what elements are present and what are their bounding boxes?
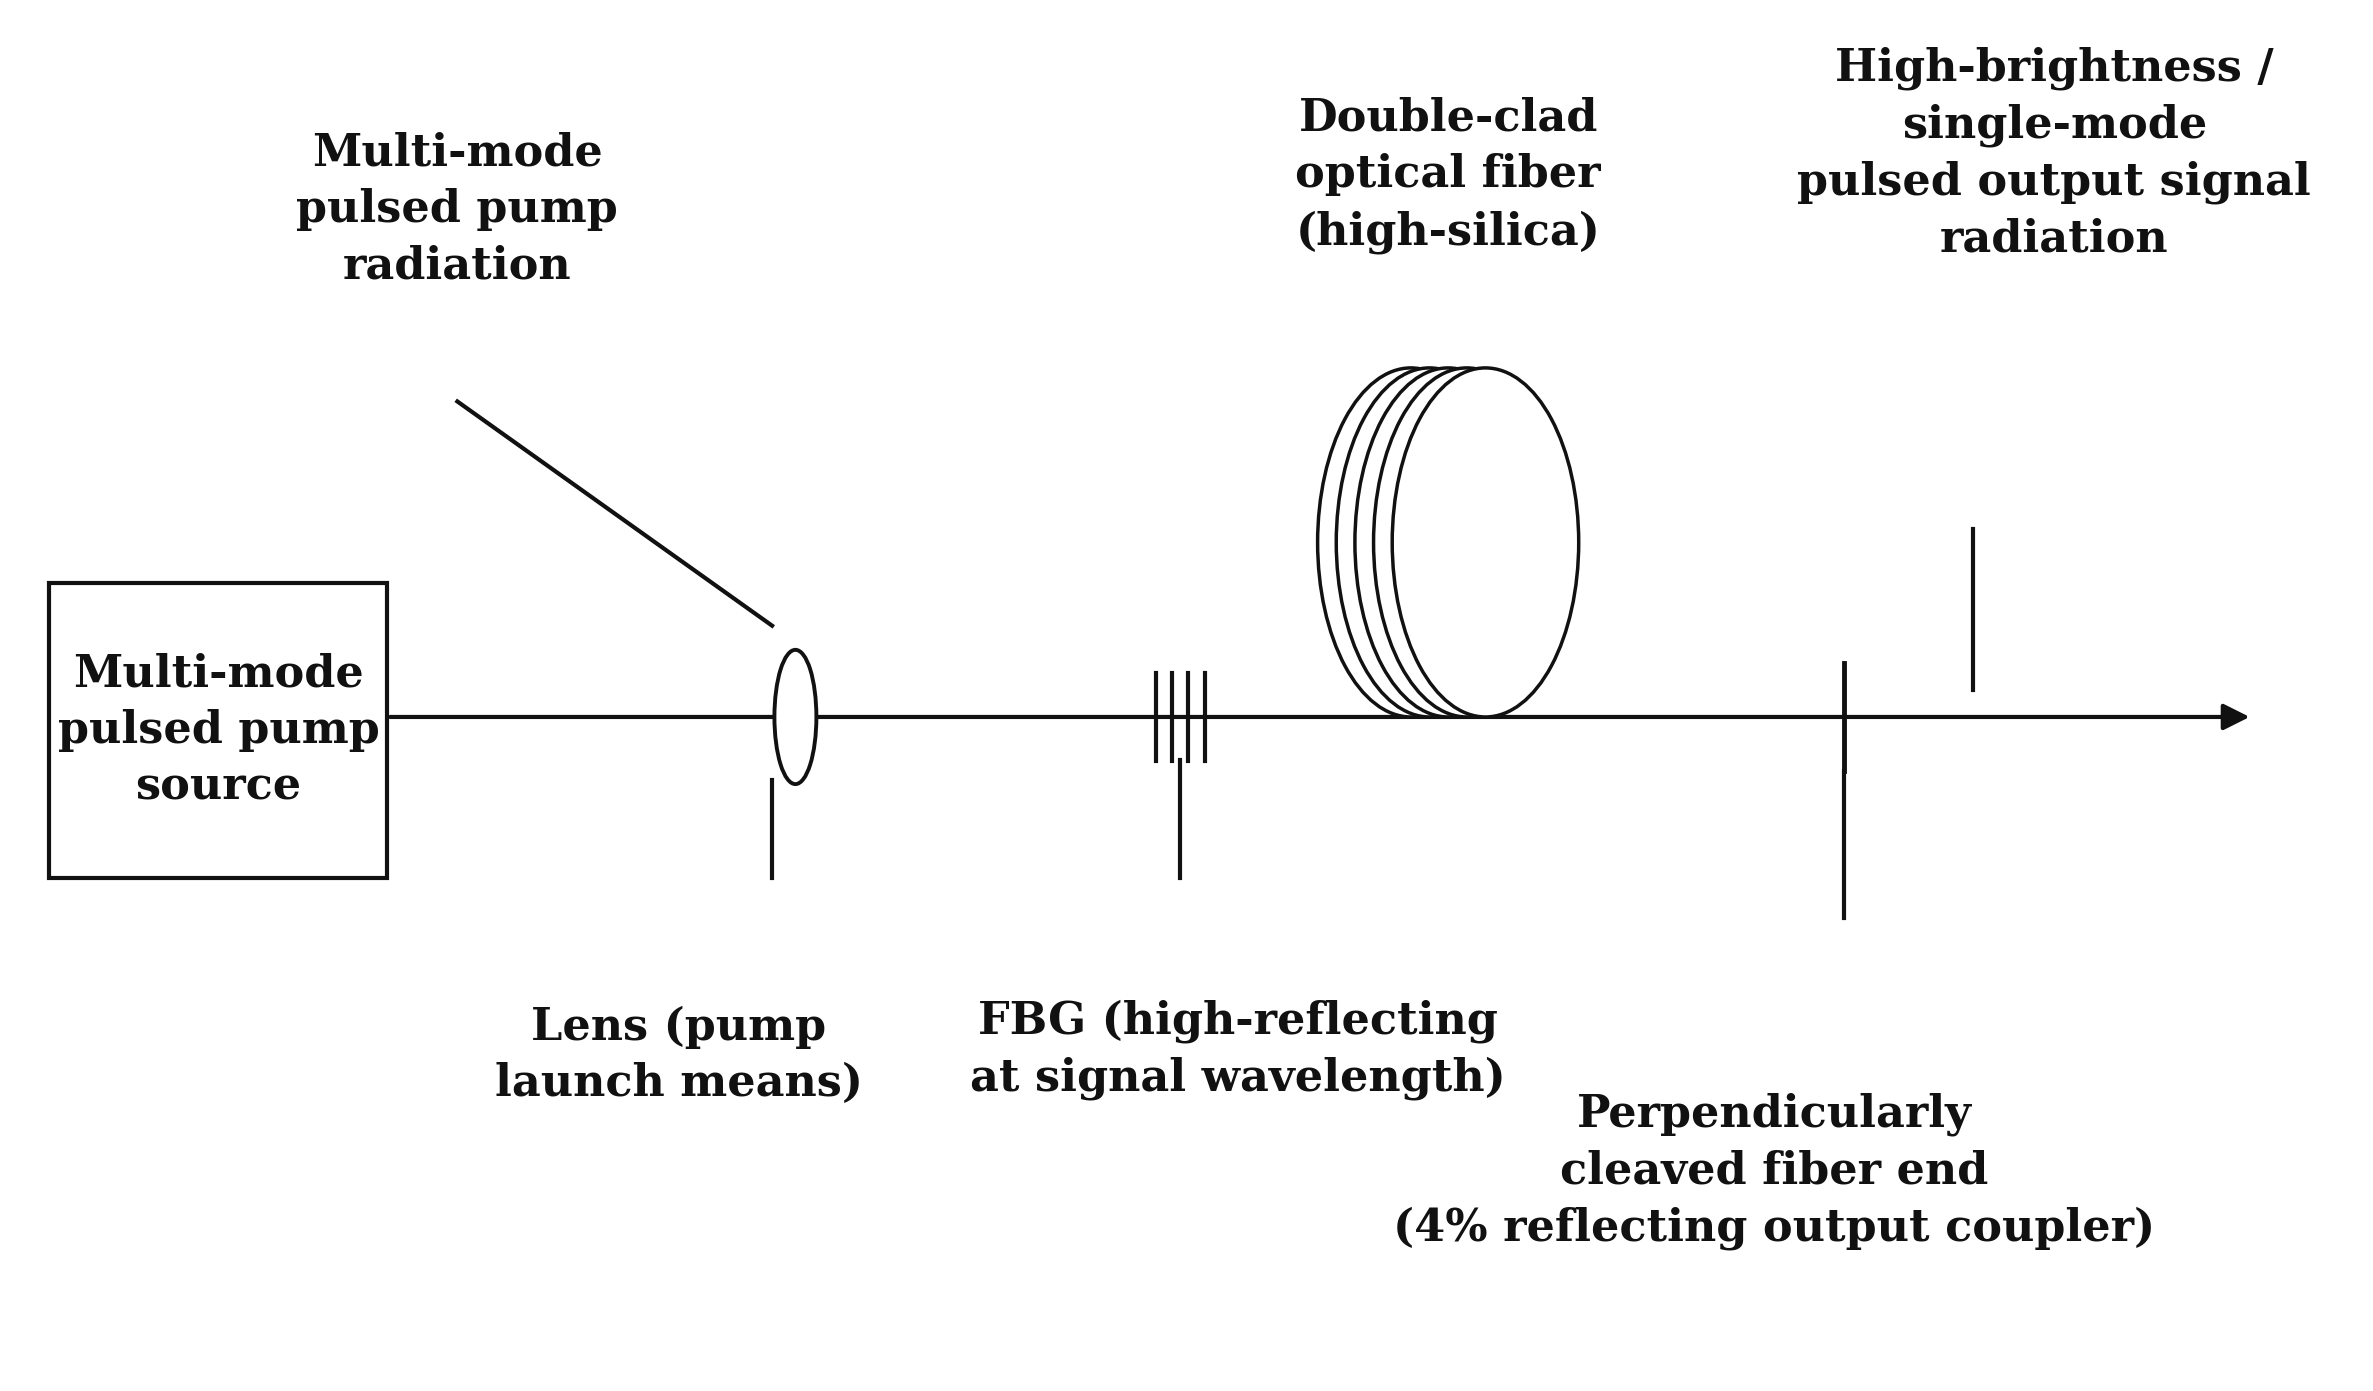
Ellipse shape — [1336, 367, 1523, 716]
Text: Double-clad
optical fiber
(high-silica): Double-clad optical fiber (high-silica) — [1296, 97, 1602, 253]
Ellipse shape — [1355, 367, 1542, 716]
Text: Multi-mode
pulsed pump
source: Multi-mode pulsed pump source — [57, 652, 380, 808]
Text: Lens (pump
launch means): Lens (pump launch means) — [496, 1006, 864, 1106]
Text: Perpendicularly
cleaved fiber end
(4% reflecting output coupler): Perpendicularly cleaved fiber end (4% re… — [1393, 1093, 2155, 1251]
Text: FBG (high-reflecting
at signal wavelength): FBG (high-reflecting at signal wavelengt… — [971, 999, 1507, 1100]
Text: High-brightness /
single-mode
pulsed output signal
radiation: High-brightness / single-mode pulsed out… — [1796, 46, 2311, 260]
Ellipse shape — [1374, 367, 1559, 716]
Ellipse shape — [1317, 367, 1504, 716]
FancyBboxPatch shape — [50, 583, 387, 878]
Text: Multi-mode
pulsed pump
radiation: Multi-mode pulsed pump radiation — [297, 131, 619, 288]
Ellipse shape — [774, 650, 816, 785]
Ellipse shape — [1393, 367, 1578, 716]
